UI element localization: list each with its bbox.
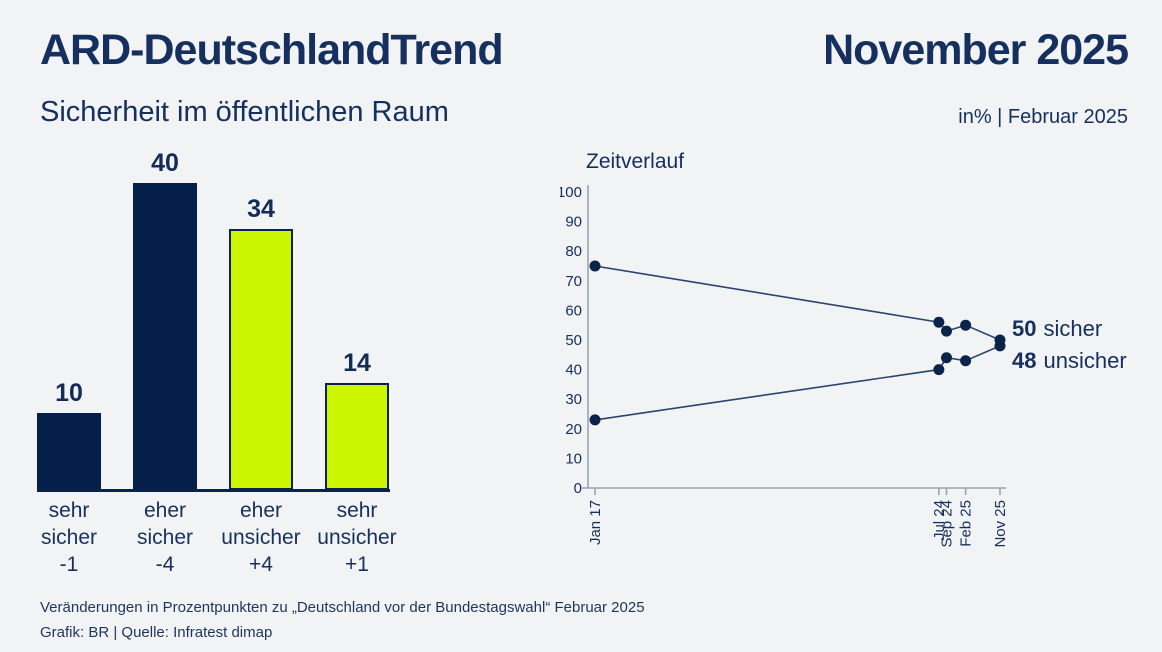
svg-text:10: 10 xyxy=(565,450,582,467)
category-line: unsicher xyxy=(317,526,397,549)
bar-group-sehr-sicher: 10 xyxy=(37,379,101,490)
footer: Veränderungen in Prozentpunkten zu „Deut… xyxy=(40,595,645,645)
series-end-label-sicher: 50 sicher xyxy=(1012,316,1102,342)
category-line: eher xyxy=(143,499,187,522)
change-value: +4 xyxy=(249,553,273,576)
bar-label-eher-sicher: eher sicher -4 xyxy=(95,497,235,578)
change-value: -4 xyxy=(155,553,175,576)
footer-note: Veränderungen in Prozentpunkten zu „Deut… xyxy=(40,599,645,616)
svg-text:Sep 24: Sep 24 xyxy=(939,500,956,548)
series-end-label-unsicher: 48 unsicher xyxy=(1012,348,1127,374)
bar-sehr-sicher xyxy=(37,413,101,490)
bar-group-eher-unsicher: 34 xyxy=(229,195,293,490)
bar-value-label: 10 xyxy=(55,379,83,407)
svg-text:90: 90 xyxy=(565,214,582,231)
end-value: 50 xyxy=(1012,316,1037,341)
svg-text:Feb 25: Feb 25 xyxy=(958,500,975,547)
bar-label-sehr-sicher: sehr sicher -1 xyxy=(0,497,139,578)
bar-area: 10 40 34 14 xyxy=(37,149,390,492)
unit-note: in% | Februar 2025 xyxy=(958,106,1128,128)
svg-text:100: 100 xyxy=(560,184,582,201)
category-line: eher xyxy=(239,499,283,522)
svg-text:50: 50 xyxy=(565,332,582,349)
end-value: 48 xyxy=(1012,347,1037,373)
bar-chart: 10 40 34 14 sehr sicher -1 xyxy=(37,149,457,590)
bar-chart-baseline xyxy=(37,489,390,492)
bar-eher-sicher xyxy=(133,183,197,490)
bar-label-eher-unsicher: eher unsicher +4 xyxy=(191,497,331,578)
bar-value-label: 40 xyxy=(151,149,179,177)
svg-text:60: 60 xyxy=(565,302,582,319)
svg-text:0: 0 xyxy=(574,480,582,497)
page-title: ARD-DeutschlandTrend xyxy=(40,26,504,74)
end-series-name: sicher xyxy=(1043,316,1103,341)
bar-value-label: 34 xyxy=(247,195,275,223)
chart-subtitle: Sicherheit im öffentlichen Raum xyxy=(40,96,449,128)
bar-value-label: 14 xyxy=(343,349,371,377)
category-line: sicher xyxy=(136,526,194,549)
category-line: sicher xyxy=(40,526,98,549)
svg-text:30: 30 xyxy=(565,391,582,408)
svg-text:Nov 25: Nov 25 xyxy=(992,500,1009,548)
bar-sehr-unsicher xyxy=(325,383,389,490)
svg-text:40: 40 xyxy=(565,362,582,379)
bar-label-sehr-unsicher: sehr unsicher +1 xyxy=(287,497,427,578)
end-series-name: unsicher xyxy=(1043,347,1127,373)
category-line: unsicher xyxy=(221,526,301,549)
edition-date: November 2025 xyxy=(823,26,1129,74)
svg-text:Jan 17: Jan 17 xyxy=(587,500,604,545)
line-chart-title: Zeitverlauf xyxy=(586,150,685,173)
line-chart: Zeitverlauf 0 10 20 30 40 50 60 70 80 90 100 Jan 17… xyxy=(560,148,1160,608)
svg-text:70: 70 xyxy=(565,273,582,290)
bar-group-eher-sicher: 40 xyxy=(133,149,197,490)
category-line: sehr xyxy=(48,499,90,522)
bar-group-sehr-unsicher: 14 xyxy=(325,349,389,490)
svg-text:Jul 24: Jul 24 xyxy=(931,500,948,540)
category-line: sehr xyxy=(336,499,378,522)
bar-eher-unsicher xyxy=(229,229,293,490)
svg-text:80: 80 xyxy=(565,243,582,260)
svg-text:20: 20 xyxy=(565,421,582,438)
change-value: -1 xyxy=(59,553,79,576)
change-value: +1 xyxy=(345,553,369,576)
footer-credit: Grafik: BR | Quelle: Infratest dimap xyxy=(40,624,273,641)
